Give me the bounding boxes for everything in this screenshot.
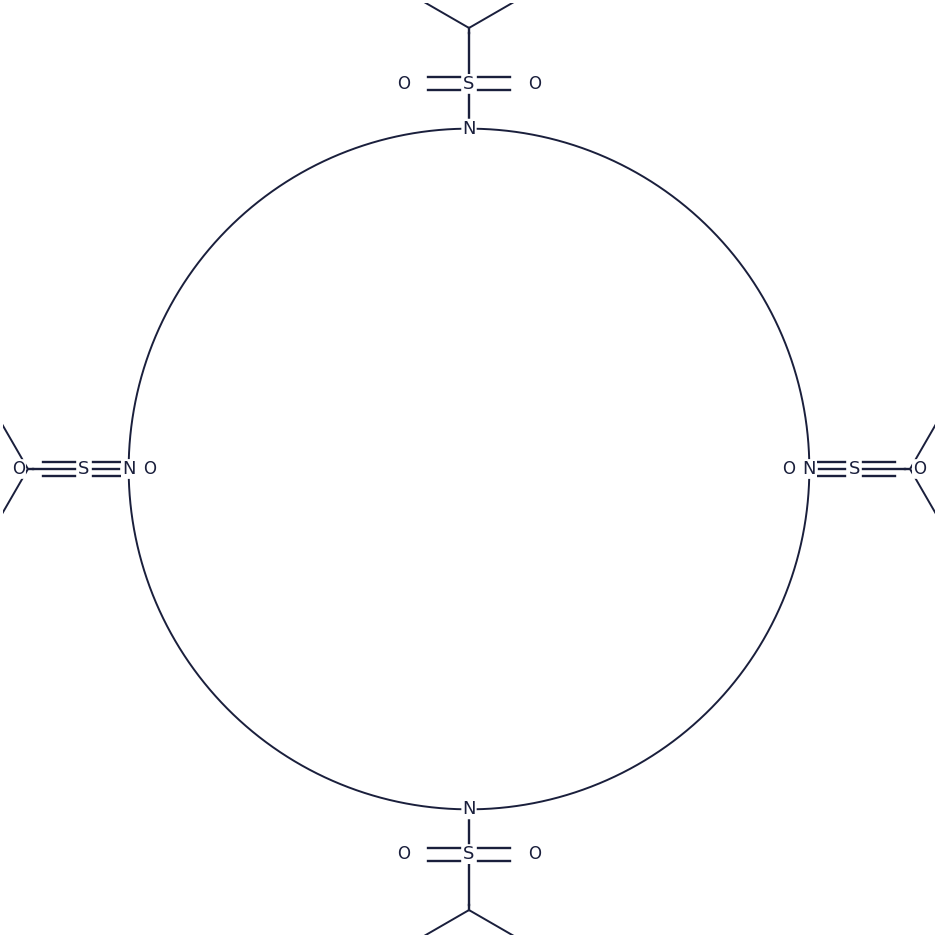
- Text: O: O: [528, 75, 541, 93]
- Text: N: N: [462, 800, 476, 818]
- Text: N: N: [122, 460, 135, 478]
- Text: O: O: [528, 845, 541, 863]
- Text: O: O: [397, 845, 410, 863]
- Text: N: N: [462, 120, 476, 138]
- Text: S: S: [463, 845, 475, 863]
- Text: O: O: [12, 460, 25, 478]
- Text: O: O: [913, 460, 926, 478]
- Text: N: N: [803, 460, 816, 478]
- Text: S: S: [463, 75, 475, 93]
- Text: O: O: [782, 460, 795, 478]
- Text: O: O: [143, 460, 156, 478]
- Text: O: O: [397, 75, 410, 93]
- Text: S: S: [78, 460, 90, 478]
- Text: S: S: [848, 460, 860, 478]
